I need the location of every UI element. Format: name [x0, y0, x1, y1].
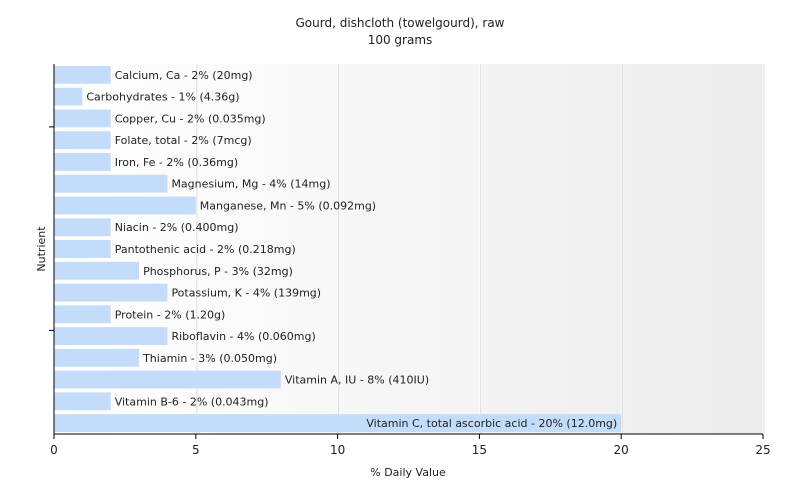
x-tick-label: 15	[472, 443, 487, 457]
gridlines	[195, 64, 765, 434]
bar-label: Folate, total - 2% (7mcg)	[115, 134, 252, 147]
bar-label: Phosphorus, P - 3% (32mg)	[143, 265, 293, 278]
bar-label: Protein - 2% (1.20g)	[115, 308, 226, 321]
axes: 0 5 10 15 20 25	[49, 64, 771, 457]
y-axis-label: Nutrient	[35, 226, 48, 272]
bar-label: Vitamin C, total ascorbic acid - 20% (12…	[366, 417, 617, 430]
bar	[54, 327, 168, 345]
bar-label: Carbohydrates - 1% (4.36g)	[86, 91, 239, 104]
bar-label: Iron, Fe - 2% (0.36mg)	[115, 156, 238, 169]
bar	[54, 174, 168, 193]
bar	[54, 370, 281, 389]
bar-label: Calcium, Ca - 2% (20mg)	[115, 69, 253, 82]
bar	[54, 348, 140, 367]
x-tick-label: 5	[192, 443, 200, 457]
bar	[54, 305, 111, 324]
bar-label: Vitamin B-6 - 2% (0.043mg)	[115, 395, 269, 408]
x-axis-label: % Daily Value	[370, 466, 446, 479]
bar	[54, 240, 111, 258]
bar-label: Thiamin - 3% (0.050mg)	[142, 352, 277, 365]
bar	[54, 131, 111, 150]
x-tick-label: 25	[755, 443, 770, 457]
bar	[54, 261, 140, 280]
bars: Calcium, Ca - 2% (20mg) Carbohydrates - 1…	[54, 65, 622, 433]
bar-label: Pantothenic acid - 2% (0.218mg)	[115, 243, 296, 256]
bar	[54, 109, 111, 128]
bar	[54, 414, 622, 433]
bar	[54, 87, 83, 106]
bar	[54, 218, 111, 237]
bar-label: Niacin - 2% (0.400mg)	[115, 221, 239, 234]
bar	[54, 65, 111, 84]
bar-label: Riboflavin - 4% (0.060mg)	[171, 330, 315, 343]
bar	[54, 196, 196, 215]
bar-label: Vitamin A, IU - 8% (410IU)	[285, 374, 429, 387]
chart-subtitle: 100 grams	[367, 33, 433, 47]
x-tick-label: 20	[614, 443, 629, 457]
x-tick-label: 0	[50, 443, 58, 457]
x-tick-label: 10	[330, 443, 345, 457]
bar	[54, 392, 111, 411]
bar-label: Potassium, K - 4% (139mg)	[171, 287, 321, 300]
bar	[54, 283, 168, 302]
chart-title: Gourd, dishcloth (towelgourd), raw	[295, 16, 505, 30]
bar-label: Magnesium, Mg - 4% (14mg)	[171, 178, 330, 191]
bar	[54, 153, 111, 171]
bar-label: Manganese, Mn - 5% (0.092mg)	[200, 199, 376, 212]
bar-label: Copper, Cu - 2% (0.035mg)	[115, 112, 266, 125]
